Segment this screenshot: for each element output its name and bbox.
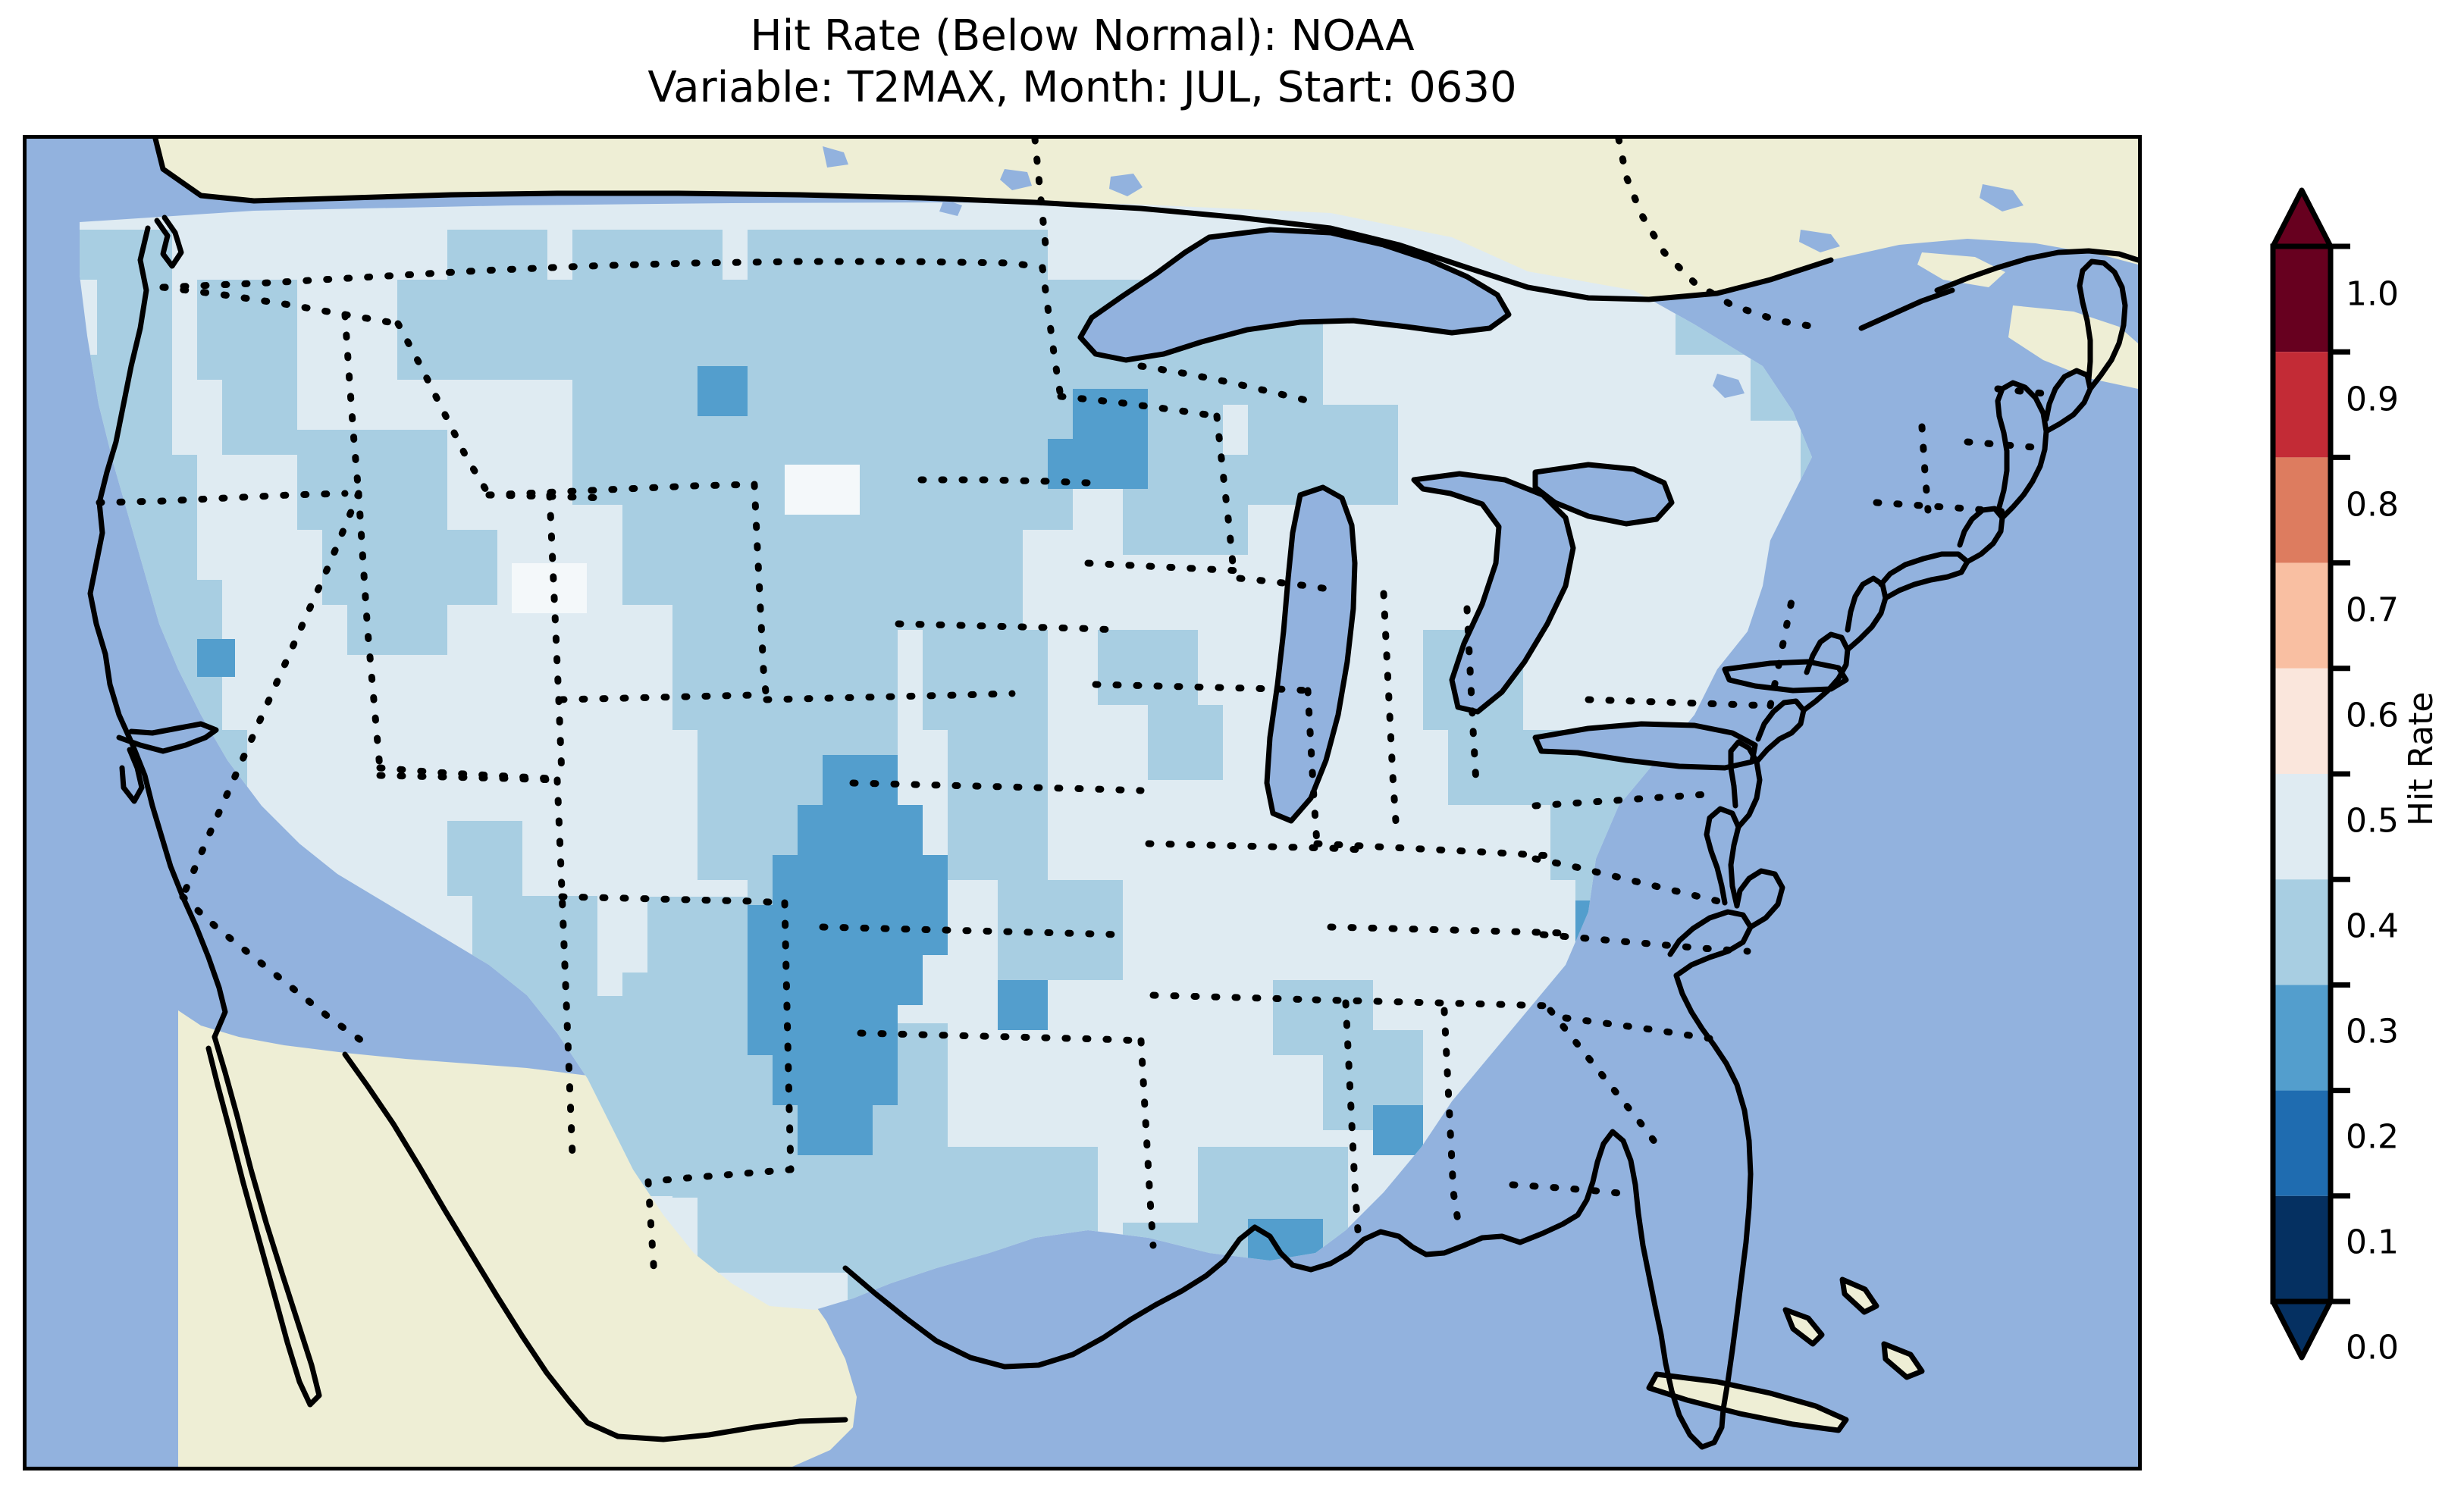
colorbar-tick-0.8: 0.8	[2346, 485, 2399, 525]
colorbar-extend-top	[2270, 187, 2334, 249]
colorbar-tick-0.3: 0.3	[2346, 1012, 2399, 1051]
chart-title: Hit Rate (Below Normal): NOAA Variable: …	[0, 11, 2165, 114]
colorbar-gradient	[2270, 187, 2350, 1361]
colorbar-tick-0.7: 0.7	[2346, 590, 2399, 630]
colorbar-tick-0.9: 0.9	[2346, 380, 2399, 419]
title-line-1: Hit Rate (Below Normal): NOAA	[750, 11, 1415, 61]
title-line-2: Variable: T2MAX, Month: JUL, Start: 0630	[647, 63, 1517, 113]
land-features	[155, 139, 2138, 1467]
map-axes[interactable]	[23, 135, 2142, 1471]
colorbar-tick-0.4: 0.4	[2346, 907, 2399, 946]
coastline	[87, 139, 2138, 1450]
colorbar-tick-0.1: 0.1	[2346, 1223, 2399, 1262]
map-plot	[27, 139, 2138, 1467]
colorbar[interactable]: 1.0 0.9 0.8 0.7 0.6 0.5 0.4 0.3 0.2 0.1 …	[2270, 187, 2399, 1406]
colorbar-extend-bottom	[2270, 1298, 2334, 1361]
state-borders	[96, 139, 2062, 1279]
colorbar-tick-0.2: 0.2	[2346, 1117, 2399, 1157]
colorbar-tick-0.5: 0.5	[2346, 801, 2399, 841]
colorbar-tick-0.6: 0.6	[2346, 696, 2399, 735]
colorbar-tick-1.0: 1.0	[2346, 274, 2399, 314]
great-lakes	[823, 146, 2024, 821]
colorbar-tick-0.0: 0.0	[2346, 1328, 2399, 1367]
map-clip	[27, 139, 2138, 1467]
colorbar-axis-label: Hit Rate	[2402, 691, 2440, 826]
